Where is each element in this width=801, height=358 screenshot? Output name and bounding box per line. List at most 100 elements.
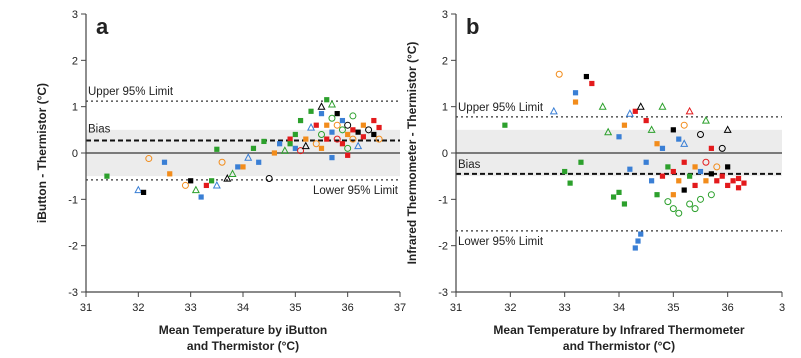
data-point: [371, 131, 377, 138]
data-point: [167, 171, 173, 177]
data-point: [692, 182, 698, 189]
lower-limit-label: Lower 95% Limit: [458, 236, 544, 248]
panel-label: a: [96, 14, 109, 39]
data-point: [636, 102, 645, 110]
upper-limit-label: Upper 95% Limit: [458, 102, 544, 114]
data-point: [638, 231, 644, 237]
data-point: [735, 175, 742, 182]
data-point: [598, 102, 607, 110]
data-point: [271, 150, 277, 156]
x-tick-label: 35: [289, 302, 301, 314]
data-point: [297, 117, 304, 124]
data-point: [627, 166, 633, 172]
x-tick-label: 31: [80, 302, 92, 314]
data-point: [344, 144, 352, 152]
panel-label: b: [466, 14, 479, 39]
data-point: [317, 102, 326, 110]
data-point: [324, 136, 330, 142]
data-point: [708, 145, 714, 151]
data-point: [604, 127, 613, 136]
data-point: [681, 187, 687, 193]
data-point: [134, 185, 143, 194]
data-point: [697, 130, 704, 138]
data-point: [735, 185, 742, 191]
data-point: [665, 164, 671, 170]
data-point: [635, 238, 641, 244]
data-point: [375, 135, 383, 143]
x-tick-label: 32: [132, 302, 144, 314]
data-point: [713, 163, 721, 171]
data-point: [327, 99, 336, 108]
y-tick-label: 2: [442, 55, 448, 67]
data-point: [680, 121, 688, 129]
y-axis-label: iButton - Thermistor (°C): [35, 83, 49, 223]
data-point: [549, 106, 558, 115]
data-point: [680, 139, 689, 147]
data-point: [616, 189, 622, 195]
x-tick-labels: 31 32 33 34 35 36 3: [450, 302, 785, 314]
data-points: [104, 97, 383, 200]
data-point: [214, 146, 220, 152]
data-point: [324, 122, 330, 128]
data-point: [670, 127, 676, 133]
data-point: [659, 145, 666, 151]
x-tick-label: 31: [450, 302, 462, 314]
x-tick-label: 36: [342, 302, 354, 314]
x-tick-label: 34: [237, 302, 249, 314]
data-point: [725, 164, 731, 170]
data-point: [104, 173, 110, 179]
data-point: [643, 117, 649, 124]
data-point: [235, 164, 241, 170]
data-point: [191, 185, 200, 194]
y-tick-label: -3: [68, 287, 78, 299]
y-tick-label: -2: [68, 241, 78, 253]
data-point: [360, 122, 366, 128]
data-point: [723, 125, 732, 133]
data-point: [203, 182, 209, 189]
data-point: [181, 181, 189, 189]
data-point: [687, 173, 693, 179]
data-point: [303, 136, 309, 142]
data-point: [329, 129, 335, 135]
data-point: [292, 131, 298, 138]
data-point: [365, 126, 373, 134]
x-tick-label: 33: [559, 302, 571, 314]
x-axis-label-line-2: and Thermistor (°C): [563, 339, 675, 353]
y-axis-label: Infrared Thermometer - Thermistor (°C): [405, 42, 419, 265]
y-tick-labels: -3 -2 -1 0 1 2 3: [68, 9, 78, 299]
data-point: [707, 191, 715, 199]
data-point: [658, 102, 667, 110]
x-tick-label: 34: [613, 302, 625, 314]
x-axis-label-line-2: and Thermistor (°C): [187, 339, 299, 353]
data-point: [697, 195, 704, 203]
data-point: [256, 159, 262, 165]
data-point: [555, 70, 563, 78]
tick-marks: [451, 13, 783, 297]
data-point: [349, 112, 357, 120]
data-points: [502, 70, 747, 251]
data-point: [681, 159, 687, 165]
data-point: [223, 174, 232, 182]
data-point: [708, 171, 714, 177]
data-point: [297, 147, 305, 155]
y-tick-label: 1: [442, 102, 448, 114]
data-point: [697, 168, 704, 175]
x-tick-label: 32: [504, 302, 516, 314]
data-point: [344, 121, 352, 129]
data-point: [313, 122, 319, 128]
data-point: [360, 134, 366, 140]
data-point: [333, 135, 341, 143]
x-tick-label: 36: [722, 302, 734, 314]
data-point: [145, 155, 153, 163]
data-point: [676, 136, 682, 142]
data-point: [702, 158, 710, 166]
data-point: [675, 209, 683, 217]
panel-b: -3 -2 -1 0 1 2 3 31 32 33 34 35 36 3 b Upper 95% Lim…: [405, 9, 785, 353]
data-point: [741, 180, 747, 186]
data-point: [265, 174, 273, 182]
data-point: [572, 90, 579, 96]
data-point: [647, 125, 656, 133]
data-point: [292, 145, 298, 151]
x-tick-labels: 31 32 33 34 35 36 37: [80, 302, 406, 314]
